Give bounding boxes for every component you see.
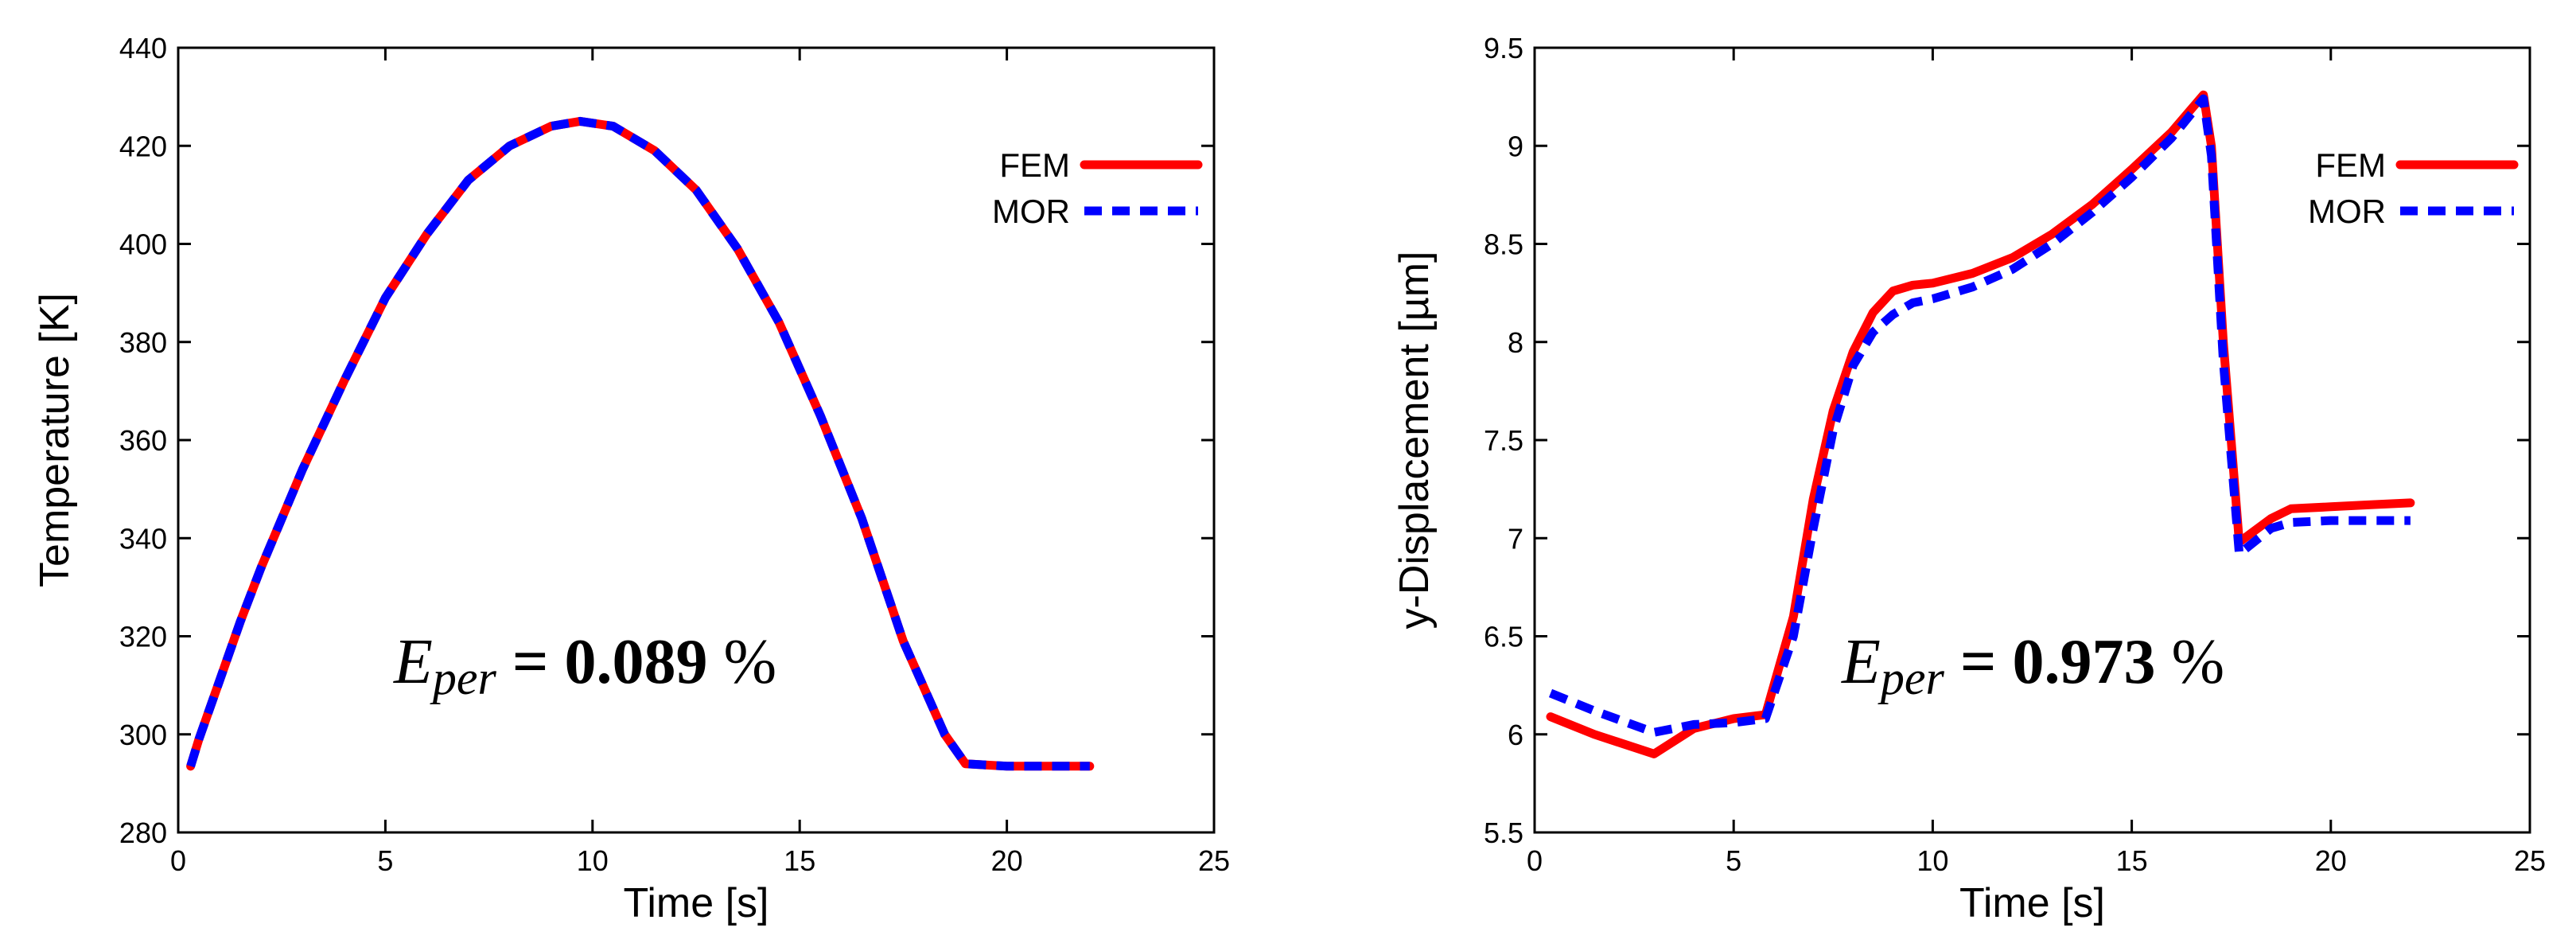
displacement-x-axis-label: Time [s] [1959, 880, 2105, 926]
x-tick-label: 25 [2514, 844, 2546, 877]
y-tick-label: 440 [119, 32, 167, 64]
error-symbol: E [1841, 627, 1881, 697]
displacement-legend: FEM MOR [2308, 146, 2519, 230]
error-value: 0.973 [2012, 627, 2155, 697]
error-subscript: per [430, 652, 497, 704]
error-unit: % [2155, 627, 2224, 697]
displacement-series-lines [1546, 90, 2415, 758]
y-tick-label: 7.5 [1484, 424, 1523, 457]
series-line-mor [1548, 94, 2411, 737]
legend-label-mor: MOR [992, 193, 1070, 230]
y-tick-label: 5.5 [1484, 817, 1523, 849]
y-tick-label: 7 [1508, 522, 1523, 555]
error-value: 0.089 [564, 627, 707, 697]
x-tick-label: 25 [1198, 844, 1230, 877]
x-tick-label: 10 [1916, 844, 1948, 877]
x-tick-label: 15 [2116, 844, 2148, 877]
displacement-chart: 0 5 10 15 20 25 5.5 6 6.5 7 7.5 8 8.5 9 9.5 Time [s] y… [1391, 32, 2546, 926]
y-tick-label: 9 [1508, 130, 1523, 162]
x-tick-label: 20 [991, 844, 1023, 877]
error-annotation: Eper = 0.089 % [393, 627, 776, 704]
temperature-chart: 0 5 10 15 20 25 280 300 320 340 360 380 400 420 440 Ti… [32, 32, 1230, 926]
y-tick-label: 8 [1508, 326, 1523, 359]
y-tick-label: 320 [119, 621, 167, 653]
y-tick-label: 6.5 [1484, 621, 1523, 653]
y-tick-label: 380 [119, 326, 167, 359]
x-tick-label: 5 [377, 844, 393, 877]
temperature-legend: FEM MOR [992, 146, 1203, 230]
y-tick-label: 400 [119, 228, 167, 261]
error-symbol: E [393, 627, 433, 697]
displacement-y-axis-label: y-Displacement [µm] [1391, 251, 1438, 629]
error-subscript: per [1878, 652, 1945, 704]
y-tick-label: 420 [119, 130, 167, 162]
x-tick-label: 0 [1527, 844, 1543, 877]
temperature-x-axis-label: Time [s] [624, 880, 769, 926]
legend-label-fem: FEM [2315, 146, 2386, 184]
error-annotation: Eper = 0.973 % [1841, 627, 2224, 704]
legend-label-fem: FEM [999, 146, 1070, 184]
temperature-y-axis-label: Temperature [K] [32, 293, 78, 587]
temperature-axis-ticks: 0 5 10 15 20 25 280 300 320 340 360 380 400 420 440 [119, 32, 1230, 877]
error-equals: = [496, 627, 565, 697]
x-tick-label: 0 [170, 844, 186, 877]
y-tick-label: 300 [119, 719, 167, 751]
y-tick-label: 360 [119, 424, 167, 457]
error-equals: = [1944, 627, 2013, 697]
y-tick-label: 280 [119, 817, 167, 849]
x-tick-label: 20 [2315, 844, 2347, 877]
y-tick-label: 9.5 [1484, 32, 1523, 64]
series-line-fem [1546, 90, 2415, 758]
y-tick-label: 8.5 [1484, 228, 1523, 261]
displacement-axis-ticks: 0 5 10 15 20 25 5.5 6 6.5 7 7.5 8 8.5 9 9.5 [1484, 32, 2546, 877]
y-tick-label: 6 [1508, 719, 1523, 751]
x-tick-label: 5 [1726, 844, 1741, 877]
y-tick-label: 340 [119, 522, 167, 555]
x-tick-label: 10 [577, 844, 609, 877]
x-tick-label: 15 [784, 844, 815, 877]
error-unit: % [707, 627, 776, 697]
temperature-series-lines [186, 116, 1095, 771]
series-line-mor [186, 116, 1090, 771]
legend-label-mor: MOR [2308, 193, 2386, 230]
